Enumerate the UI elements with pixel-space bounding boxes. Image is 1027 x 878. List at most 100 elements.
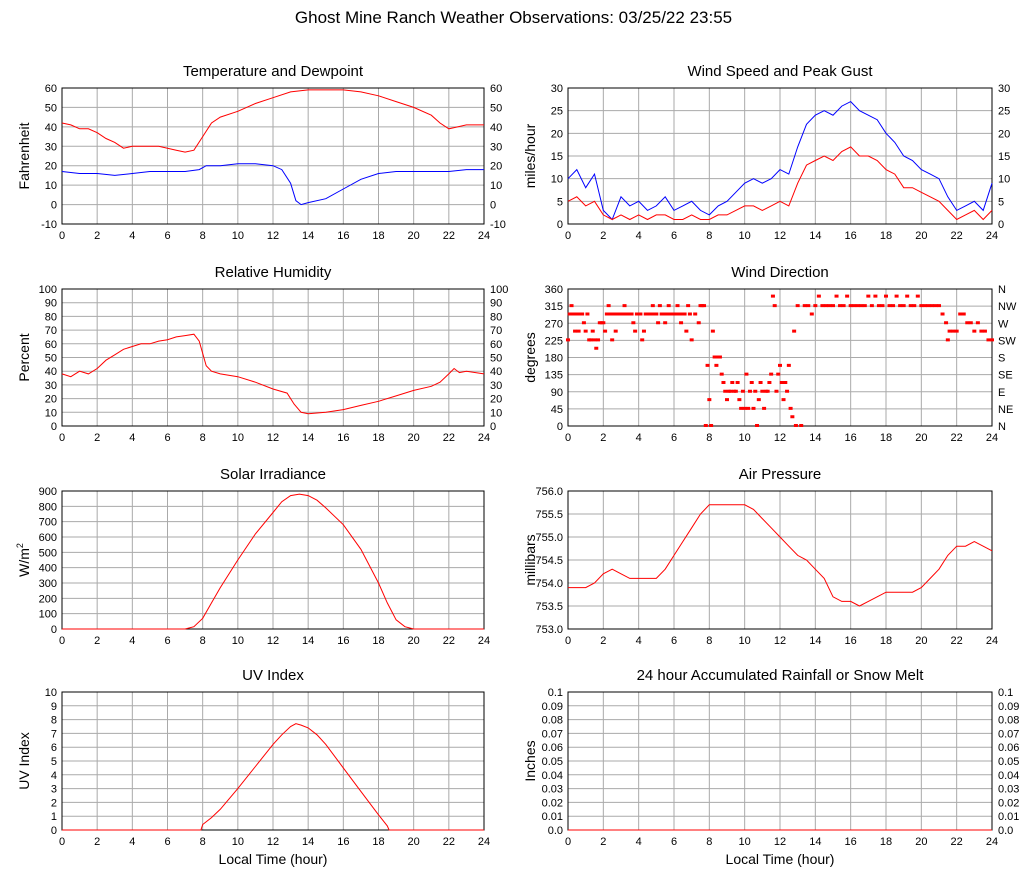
data-point bbox=[728, 389, 733, 393]
data-point bbox=[596, 338, 601, 342]
data-point bbox=[679, 321, 684, 325]
data-point bbox=[866, 294, 871, 298]
data-point bbox=[905, 294, 910, 298]
y-tick-label: 6 bbox=[51, 742, 57, 754]
data-point bbox=[891, 304, 896, 308]
x-tick-label: 18 bbox=[372, 635, 384, 647]
y-tick-label: 4 bbox=[51, 770, 57, 782]
y-axis-label: Percent bbox=[16, 333, 32, 381]
data-point bbox=[862, 304, 867, 308]
y-tick-label: 0 bbox=[51, 421, 57, 433]
y-tick-label: -10 bbox=[41, 219, 57, 231]
y-tick-label: 0 bbox=[51, 624, 57, 636]
x-tick-label: 10 bbox=[232, 836, 244, 848]
x-tick-label: 6 bbox=[671, 836, 677, 848]
x-tick-label: 6 bbox=[671, 635, 677, 647]
x-tick-label: 4 bbox=[636, 230, 642, 242]
data-point bbox=[633, 329, 638, 333]
x-tick-label: 14 bbox=[809, 230, 821, 242]
y-tick-label: 70 bbox=[45, 325, 57, 337]
x-tick-label: 18 bbox=[880, 836, 892, 848]
data-point bbox=[721, 380, 726, 384]
plot-frame bbox=[61, 87, 485, 225]
y-tick-label: 300 bbox=[39, 578, 57, 590]
chart-title: UV Index bbox=[242, 667, 304, 684]
y-tick-label: 20 bbox=[45, 161, 57, 173]
data-point bbox=[968, 321, 973, 325]
x-tick-label: 14 bbox=[809, 635, 821, 647]
y-tick-label-right: 0 bbox=[998, 219, 1004, 231]
y-axis-label-text: W/m bbox=[16, 548, 32, 577]
x-tick-label: 22 bbox=[951, 635, 963, 647]
x-tick-label: 6 bbox=[164, 230, 170, 242]
y-tick-label-right: 20 bbox=[998, 128, 1010, 140]
y-tick-label-right: 0.06 bbox=[998, 742, 1019, 754]
data-point bbox=[604, 312, 609, 316]
data-point bbox=[631, 321, 636, 325]
plot-frame bbox=[567, 87, 993, 225]
y-tick-label: 80 bbox=[45, 311, 57, 323]
y-tick-label-right: 70 bbox=[490, 325, 502, 337]
data-point bbox=[610, 338, 615, 342]
x-tick-label: 8 bbox=[706, 635, 712, 647]
y-tick-label-right: 30 bbox=[490, 141, 502, 153]
y-tick-label-right: 20 bbox=[490, 161, 502, 173]
x-tick-label: 18 bbox=[372, 836, 384, 848]
data-point bbox=[926, 304, 931, 308]
data-point bbox=[779, 380, 784, 384]
x-tick-label: 22 bbox=[951, 230, 963, 242]
data-point bbox=[705, 363, 710, 367]
data-point bbox=[947, 329, 952, 333]
data-point bbox=[725, 398, 729, 402]
x-tick-label: 22 bbox=[951, 432, 963, 444]
compass-tick-label: S bbox=[998, 353, 1005, 365]
data-point bbox=[613, 329, 618, 333]
data-point bbox=[758, 380, 763, 384]
y-tick-label: 30 bbox=[551, 83, 563, 95]
y-tick-label-right: 0.03 bbox=[998, 784, 1019, 796]
x-tick-label: 24 bbox=[478, 432, 490, 444]
page-title: Ghost Mine Ranch Weather Observations: 0… bbox=[294, 8, 733, 27]
data-point bbox=[574, 312, 579, 316]
data-point bbox=[735, 380, 740, 384]
y-tick-label-right: 0 bbox=[490, 200, 496, 212]
x-tick-label: 0 bbox=[59, 230, 65, 242]
x-tick-label: 16 bbox=[337, 635, 349, 647]
y-tick-label: 756.0 bbox=[535, 486, 563, 498]
y-tick-label: 5 bbox=[51, 756, 57, 768]
x-tick-label: 8 bbox=[706, 230, 712, 242]
y-tick-label: 0.07 bbox=[542, 728, 563, 740]
data-point bbox=[901, 304, 906, 308]
data-point bbox=[940, 312, 945, 316]
y-tick-label-right: -10 bbox=[490, 219, 506, 231]
data-point bbox=[733, 389, 738, 393]
data-point bbox=[622, 304, 627, 308]
y-tick-label: 0.0 bbox=[548, 825, 563, 837]
y-tick-label: 600 bbox=[39, 532, 57, 544]
data-point bbox=[585, 312, 590, 316]
y-tick-label: 10 bbox=[45, 687, 57, 699]
data-point bbox=[641, 329, 646, 333]
data-point bbox=[710, 329, 715, 333]
y-tick-label: 400 bbox=[39, 563, 57, 575]
y-tick-label: 0 bbox=[557, 219, 563, 231]
y-tick-label-right: 0.09 bbox=[998, 701, 1019, 713]
series-line-0 bbox=[567, 100, 993, 221]
x-tick-label: 2 bbox=[94, 836, 100, 848]
data-point bbox=[590, 329, 595, 333]
y-tick-label: 5 bbox=[557, 196, 563, 208]
y-tick-label-right: 60 bbox=[490, 83, 502, 95]
y-tick-label: 50 bbox=[45, 353, 57, 365]
data-point bbox=[581, 321, 586, 325]
data-point bbox=[640, 338, 645, 342]
x-tick-label: 22 bbox=[951, 836, 963, 848]
series-line-1 bbox=[567, 146, 993, 221]
x-tick-label: 14 bbox=[302, 836, 314, 848]
data-point bbox=[677, 312, 682, 316]
data-point bbox=[762, 406, 767, 410]
y-tick-label: 50 bbox=[45, 102, 57, 114]
x-tick-label: 8 bbox=[200, 836, 206, 848]
data-point bbox=[852, 304, 857, 308]
y-tick-label-right: 0 bbox=[490, 421, 496, 433]
data-point bbox=[802, 304, 807, 308]
